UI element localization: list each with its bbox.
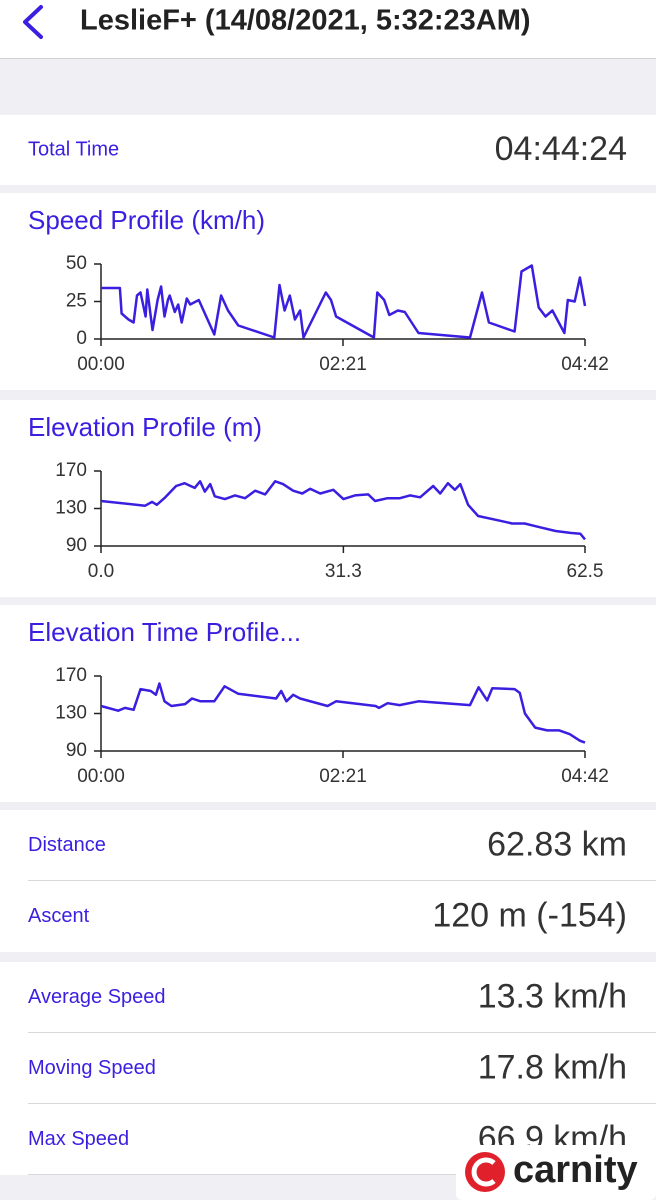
x-tick-label: 31.3: [325, 561, 362, 582]
data-line: [100, 480, 586, 541]
chart-title: Elevation Time Profile...: [28, 617, 301, 647]
x-tick-label: 62.5: [567, 561, 604, 582]
row-value: 62.83 km: [487, 825, 627, 863]
row-label: Distance: [28, 834, 106, 856]
x-tick-label: 02:21: [319, 766, 367, 787]
back-button[interactable]: [23, 5, 43, 39]
x-tick-label: 00:00: [77, 354, 125, 375]
y-tick-label: 130: [55, 498, 87, 519]
row-value: 120 m (-154): [432, 896, 627, 934]
row-value: 04:44:24: [495, 130, 627, 168]
row-label: Average Speed: [28, 986, 166, 1008]
x-tick-label: 02:21: [319, 354, 367, 375]
x-tick-label: 0.0: [88, 561, 114, 582]
y-tick-label: 90: [66, 740, 87, 761]
y-tick-label: 25: [66, 291, 87, 312]
list-row[interactable]: [0, 115, 656, 185]
row-label: Total Time: [28, 138, 119, 160]
y-tick-label: 170: [55, 460, 87, 481]
y-tick-label: 170: [55, 665, 87, 686]
nav-bar: [0, 0, 656, 58]
list-row[interactable]: [0, 810, 656, 881]
watermark-logo: [465, 1152, 505, 1192]
chart-card: [0, 400, 656, 597]
watermark-bg: [456, 1145, 656, 1200]
chart-card: [0, 193, 656, 390]
row-value: 17.8 km/h: [478, 1048, 627, 1086]
watermark-logo-mark: [471, 1157, 496, 1187]
y-tick-label: 90: [66, 535, 87, 556]
y-tick-label: 0: [76, 328, 87, 349]
chart-title: Speed Profile (km/h): [28, 205, 265, 235]
row-label: Moving Speed: [28, 1057, 156, 1079]
list-row[interactable]: [0, 962, 656, 1033]
y-tick-label: 50: [66, 253, 87, 274]
y-tick-label: 130: [55, 703, 87, 724]
x-tick-label: 04:42: [561, 766, 609, 787]
x-tick-label: 04:42: [561, 354, 609, 375]
data-line: [100, 682, 586, 744]
chart-title: Elevation Profile (m): [28, 412, 262, 442]
list-row[interactable]: [0, 881, 656, 952]
chart-card: [0, 605, 656, 802]
data-line: [101, 264, 587, 339]
screen-title: LeslieF+ (14/08/2021, 5:32:23AM): [80, 5, 531, 37]
watermark-text: carnity: [513, 1149, 638, 1191]
list-row[interactable]: [0, 1033, 656, 1104]
row-label: Ascent: [28, 905, 90, 927]
row-value: 13.3 km/h: [478, 977, 627, 1015]
row-label: Max Speed: [28, 1128, 129, 1150]
x-tick-label: 00:00: [77, 766, 125, 787]
